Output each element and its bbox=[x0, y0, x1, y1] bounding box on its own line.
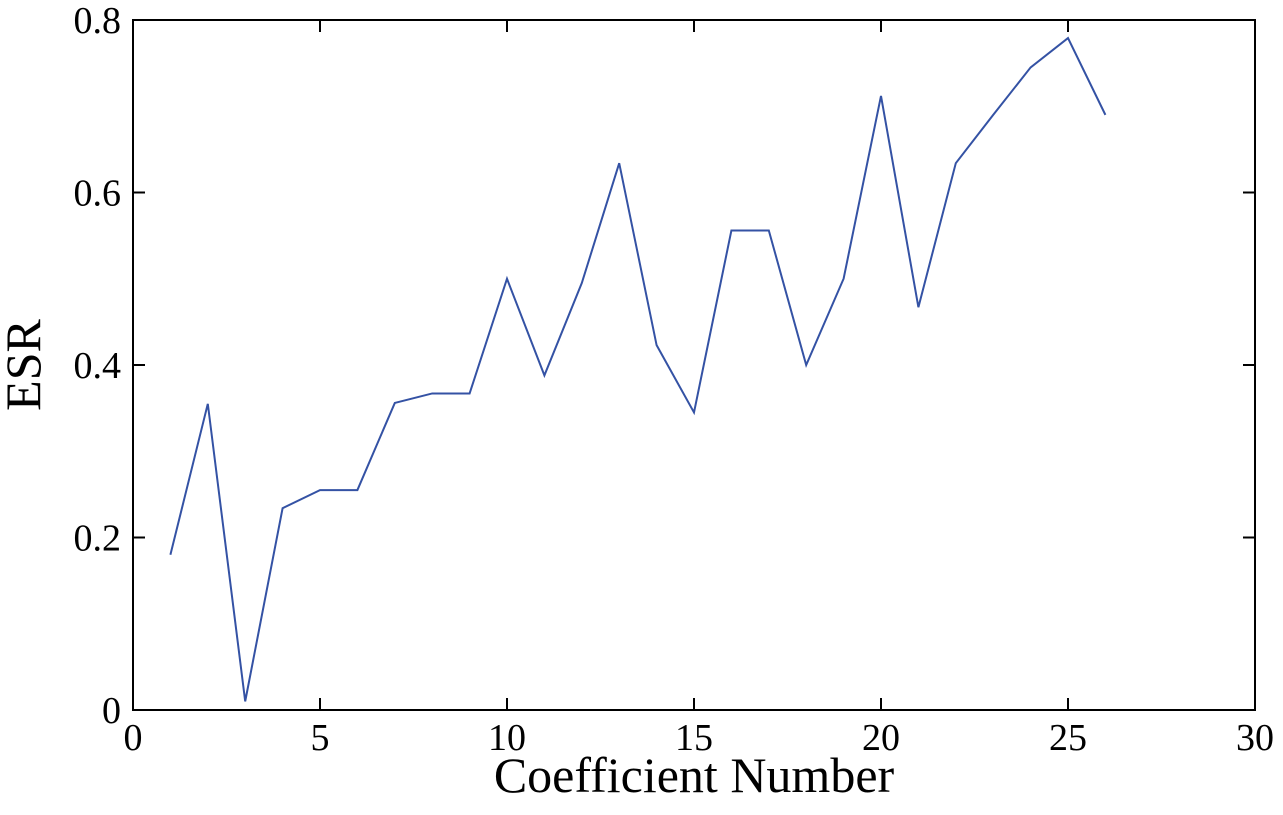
x-axis-label: Coefficient Number bbox=[494, 747, 895, 803]
x-tick-label: 5 bbox=[311, 717, 330, 759]
y-tick-label: 0.8 bbox=[74, 0, 122, 42]
y-tick-label: 0.2 bbox=[74, 518, 122, 560]
x-tick-label: 0 bbox=[124, 717, 143, 759]
x-tick-label: 30 bbox=[1236, 717, 1274, 759]
x-tick-label: 20 bbox=[862, 717, 900, 759]
x-tick-label: 10 bbox=[488, 717, 526, 759]
y-axis-label: ESR bbox=[0, 319, 51, 411]
y-tick-label: 0.4 bbox=[74, 345, 122, 387]
y-tick-label: 0 bbox=[102, 690, 121, 732]
y-tick-label: 0.6 bbox=[74, 173, 122, 215]
x-tick-label: 25 bbox=[1049, 717, 1087, 759]
x-tick-label: 15 bbox=[675, 717, 713, 759]
axes-box bbox=[132, 19, 1256, 711]
data-line bbox=[169, 36, 1107, 702]
